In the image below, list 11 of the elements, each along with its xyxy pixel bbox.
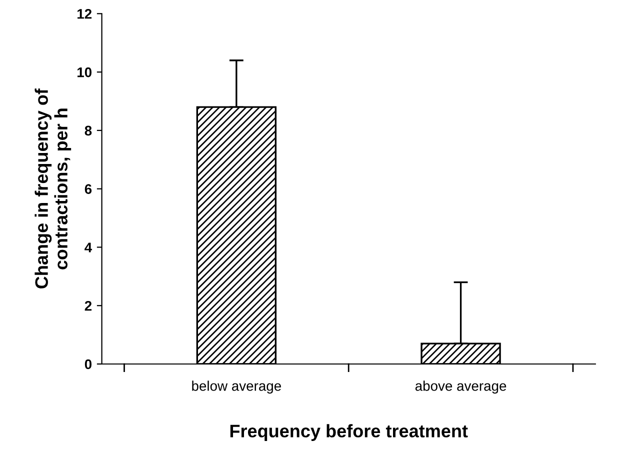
y-tick-label: 4: [84, 242, 92, 252]
y-tick-label: 0: [84, 359, 92, 370]
y-tick-label: 12: [78, 8, 92, 19]
y-axis-title: Change in frequency of contractions, per h: [34, 88, 72, 288]
x-axis-title: Frequency before treatment: [230, 424, 468, 441]
y-tick-label: 10: [78, 67, 92, 78]
y-tick-label: 8: [84, 126, 92, 136]
y-tick-label: 6: [84, 184, 92, 194]
y-tick-label: 2: [84, 300, 92, 311]
x-tick-label: below average: [192, 380, 281, 394]
x-tick-label: above average: [415, 380, 506, 394]
